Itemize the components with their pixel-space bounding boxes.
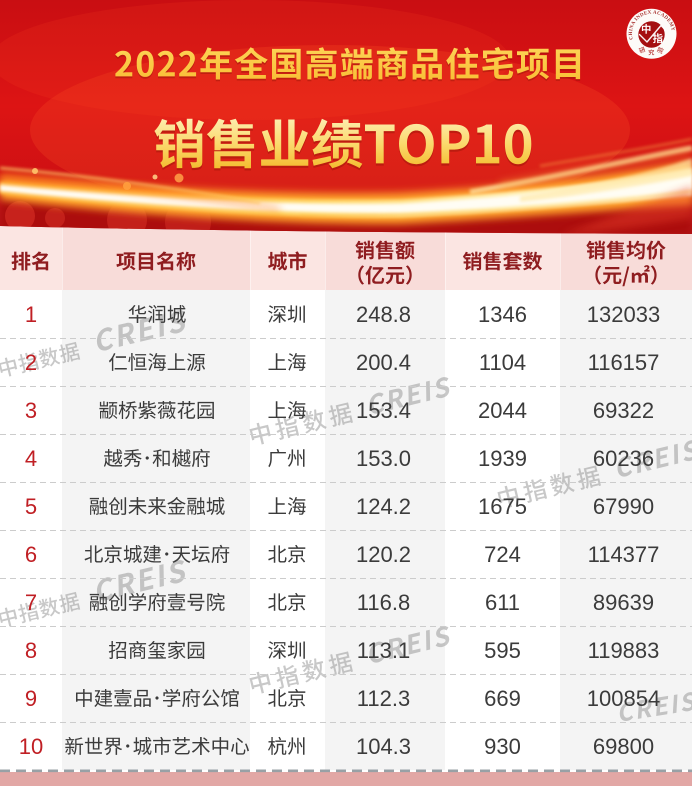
svg-text:1675: 1675 [478, 494, 527, 519]
svg-text:132033: 132033 [587, 302, 660, 327]
svg-text:611: 611 [485, 590, 520, 615]
svg-text:595: 595 [484, 638, 521, 663]
svg-text:1939: 1939 [478, 446, 527, 471]
svg-text:200.4: 200.4 [356, 350, 411, 375]
svg-text:4: 4 [25, 446, 37, 471]
svg-text:153.4: 153.4 [356, 398, 411, 423]
svg-text:9: 9 [25, 686, 37, 711]
svg-text:3: 3 [25, 398, 37, 423]
svg-text:8: 8 [25, 638, 37, 663]
svg-text:60236: 60236 [593, 446, 654, 471]
svg-text:5: 5 [25, 494, 37, 519]
svg-text:116157: 116157 [588, 350, 660, 375]
svg-text:1: 1 [25, 302, 37, 327]
svg-text:67990: 67990 [593, 494, 654, 519]
svg-text:116.8: 116.8 [357, 590, 410, 615]
svg-text:89639: 89639 [593, 590, 654, 615]
svg-text:6: 6 [25, 542, 37, 567]
svg-text:114377: 114377 [588, 542, 660, 567]
svg-text:112.3: 112.3 [357, 686, 410, 711]
svg-text:100854: 100854 [587, 686, 660, 711]
svg-text:669: 669 [484, 686, 521, 711]
svg-text:7: 7 [25, 590, 37, 615]
svg-text:153.0: 153.0 [356, 446, 411, 471]
svg-text:1346: 1346 [478, 302, 527, 327]
svg-text:120.2: 120.2 [356, 542, 411, 567]
svg-text:69322: 69322 [593, 398, 654, 423]
svg-text:119883: 119883 [588, 638, 660, 663]
svg-text:2044: 2044 [478, 398, 527, 423]
svg-text:724: 724 [484, 542, 521, 567]
svg-text:2: 2 [25, 350, 37, 375]
svg-text:113.1: 113.1 [357, 638, 410, 663]
svg-text:104.3: 104.3 [356, 734, 411, 759]
svg-text:124.2: 124.2 [356, 494, 411, 519]
svg-text:69800: 69800 [593, 734, 654, 759]
svg-text:248.8: 248.8 [356, 302, 411, 327]
svg-text:10: 10 [19, 734, 43, 759]
svg-text:1104: 1104 [479, 350, 526, 375]
svg-text:930: 930 [484, 734, 521, 759]
